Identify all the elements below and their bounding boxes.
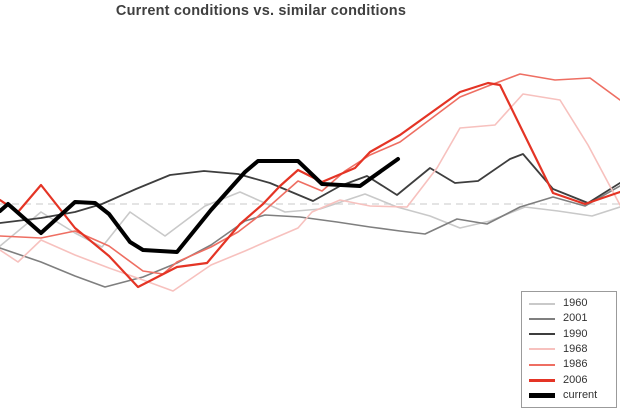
legend-item-1968: 1968: [529, 342, 609, 355]
legend-swatch-1990: [529, 333, 555, 336]
legend-swatch-1968: [529, 348, 555, 351]
legend-label-1968: 1968: [563, 342, 588, 355]
legend-label-2006: 2006: [563, 373, 588, 386]
legend-label-current: current: [563, 388, 598, 401]
legend-swatch-2006: [529, 378, 555, 382]
series-line-1968: [0, 93, 620, 292]
legend-swatch-current: [529, 392, 555, 398]
legend-swatch-1986: [529, 363, 555, 366]
legend-box: 1960 2001 1990 1968 1986 2006 current: [521, 291, 617, 408]
series-line-current: [0, 157, 400, 254]
legend-swatch-2001: [529, 317, 555, 320]
legend-label-1986: 1986: [563, 358, 588, 371]
legend-label-1990: 1990: [563, 327, 588, 340]
legend-item-1960: 1960: [529, 298, 609, 309]
legend-item-2001: 2001: [529, 313, 609, 324]
legend-item-1990: 1990: [529, 327, 609, 340]
series-line-2001: [0, 185, 620, 288]
legend-item-2006: 2006: [529, 373, 609, 386]
chart-title: Current conditions vs. similar condition…: [115, 3, 407, 19]
series-line-1990: [0, 153, 620, 224]
legend-item-current: current: [529, 388, 609, 401]
legend-item-1986: 1986: [529, 359, 609, 370]
legend-label-2001: 2001: [563, 312, 588, 325]
legend-swatch-1960: [529, 302, 555, 305]
legend-label-1960: 1960: [563, 297, 588, 310]
series-line-2006: [0, 81, 620, 289]
series-line-1986: [0, 73, 620, 275]
